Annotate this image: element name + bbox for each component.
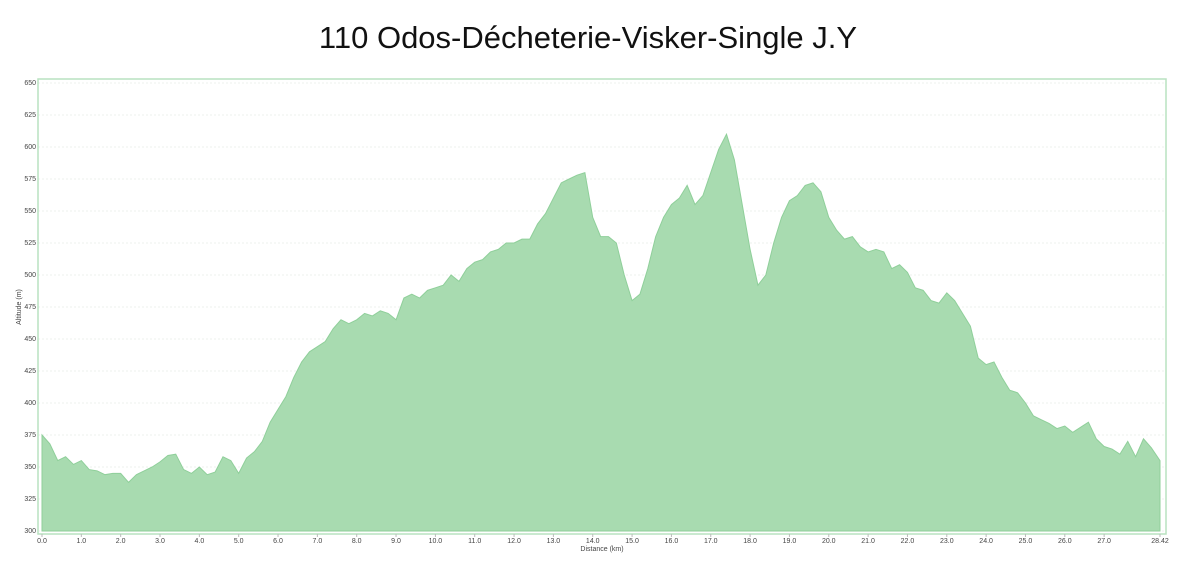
- y-tick-label: 425: [24, 368, 36, 375]
- y-tick-label: 625: [24, 112, 36, 119]
- x-tick-label: 11.0: [468, 538, 481, 545]
- x-tick-label: 18.0: [743, 538, 757, 545]
- x-tick-label: 20.0: [822, 538, 836, 545]
- x-tick-label: 21.0: [861, 538, 875, 545]
- x-tick-label: 13.0: [547, 538, 561, 545]
- y-axis-label: Altitude (m): [16, 289, 23, 325]
- x-axis-label: Distance (km): [580, 546, 623, 553]
- x-tick-label: 19.0: [783, 538, 797, 545]
- y-tick-label: 475: [24, 304, 36, 311]
- x-tick-label: 22.0: [901, 538, 915, 545]
- x-tick-label: 26.0: [1058, 538, 1072, 545]
- x-tick-label: 4.0: [194, 538, 204, 545]
- x-tick-label: 15.0: [625, 538, 639, 545]
- y-tick-label: 325: [24, 496, 36, 503]
- x-tick-label: 16.0: [665, 538, 679, 545]
- x-tick-label: 25.0: [1019, 538, 1033, 545]
- y-tick-label: 450: [24, 336, 36, 343]
- x-tick-label: 0.0: [37, 538, 47, 545]
- x-tick-label: 2.0: [116, 538, 126, 545]
- y-tick-label: 600: [24, 144, 36, 151]
- x-tick-label: 6.0: [273, 538, 283, 545]
- x-tick-label: 12.0: [507, 538, 521, 545]
- y-tick-label: 350: [24, 464, 36, 471]
- x-tick-label: 24.0: [979, 538, 993, 545]
- y-tick-label: 500: [24, 272, 36, 279]
- x-tick-label: 17.0: [704, 538, 718, 545]
- area: [41, 132, 1161, 532]
- y-tick-label: 650: [24, 80, 36, 87]
- chart-title: 110 Odos-Décheterie-Visker-Single J.Y: [319, 20, 857, 55]
- x-tick-label: 5.0: [234, 538, 244, 545]
- x-tick-label: 8.0: [352, 538, 362, 545]
- x-tick-label: 28.42: [1151, 538, 1169, 545]
- y-tick-label: 400: [24, 400, 36, 407]
- x-tick-label: 27.0: [1097, 538, 1111, 545]
- x-tick-label: 23.0: [940, 538, 954, 545]
- plot-border: [37, 78, 1167, 535]
- y-tick-label: 550: [24, 208, 36, 215]
- x-tick-label: 10.0: [429, 538, 443, 545]
- x-tick-label: 9.0: [391, 538, 401, 545]
- y-tick-label: 300: [24, 528, 36, 535]
- y-tick-label: 575: [24, 176, 36, 183]
- x-tick-label: 3.0: [155, 538, 165, 545]
- x-tick-label: 7.0: [313, 538, 323, 545]
- y-tick-label: 525: [24, 240, 36, 247]
- y-tick-label: 375: [24, 432, 36, 439]
- x-tick-label: 14.0: [586, 538, 600, 545]
- x-tick-label: 1.0: [76, 538, 86, 545]
